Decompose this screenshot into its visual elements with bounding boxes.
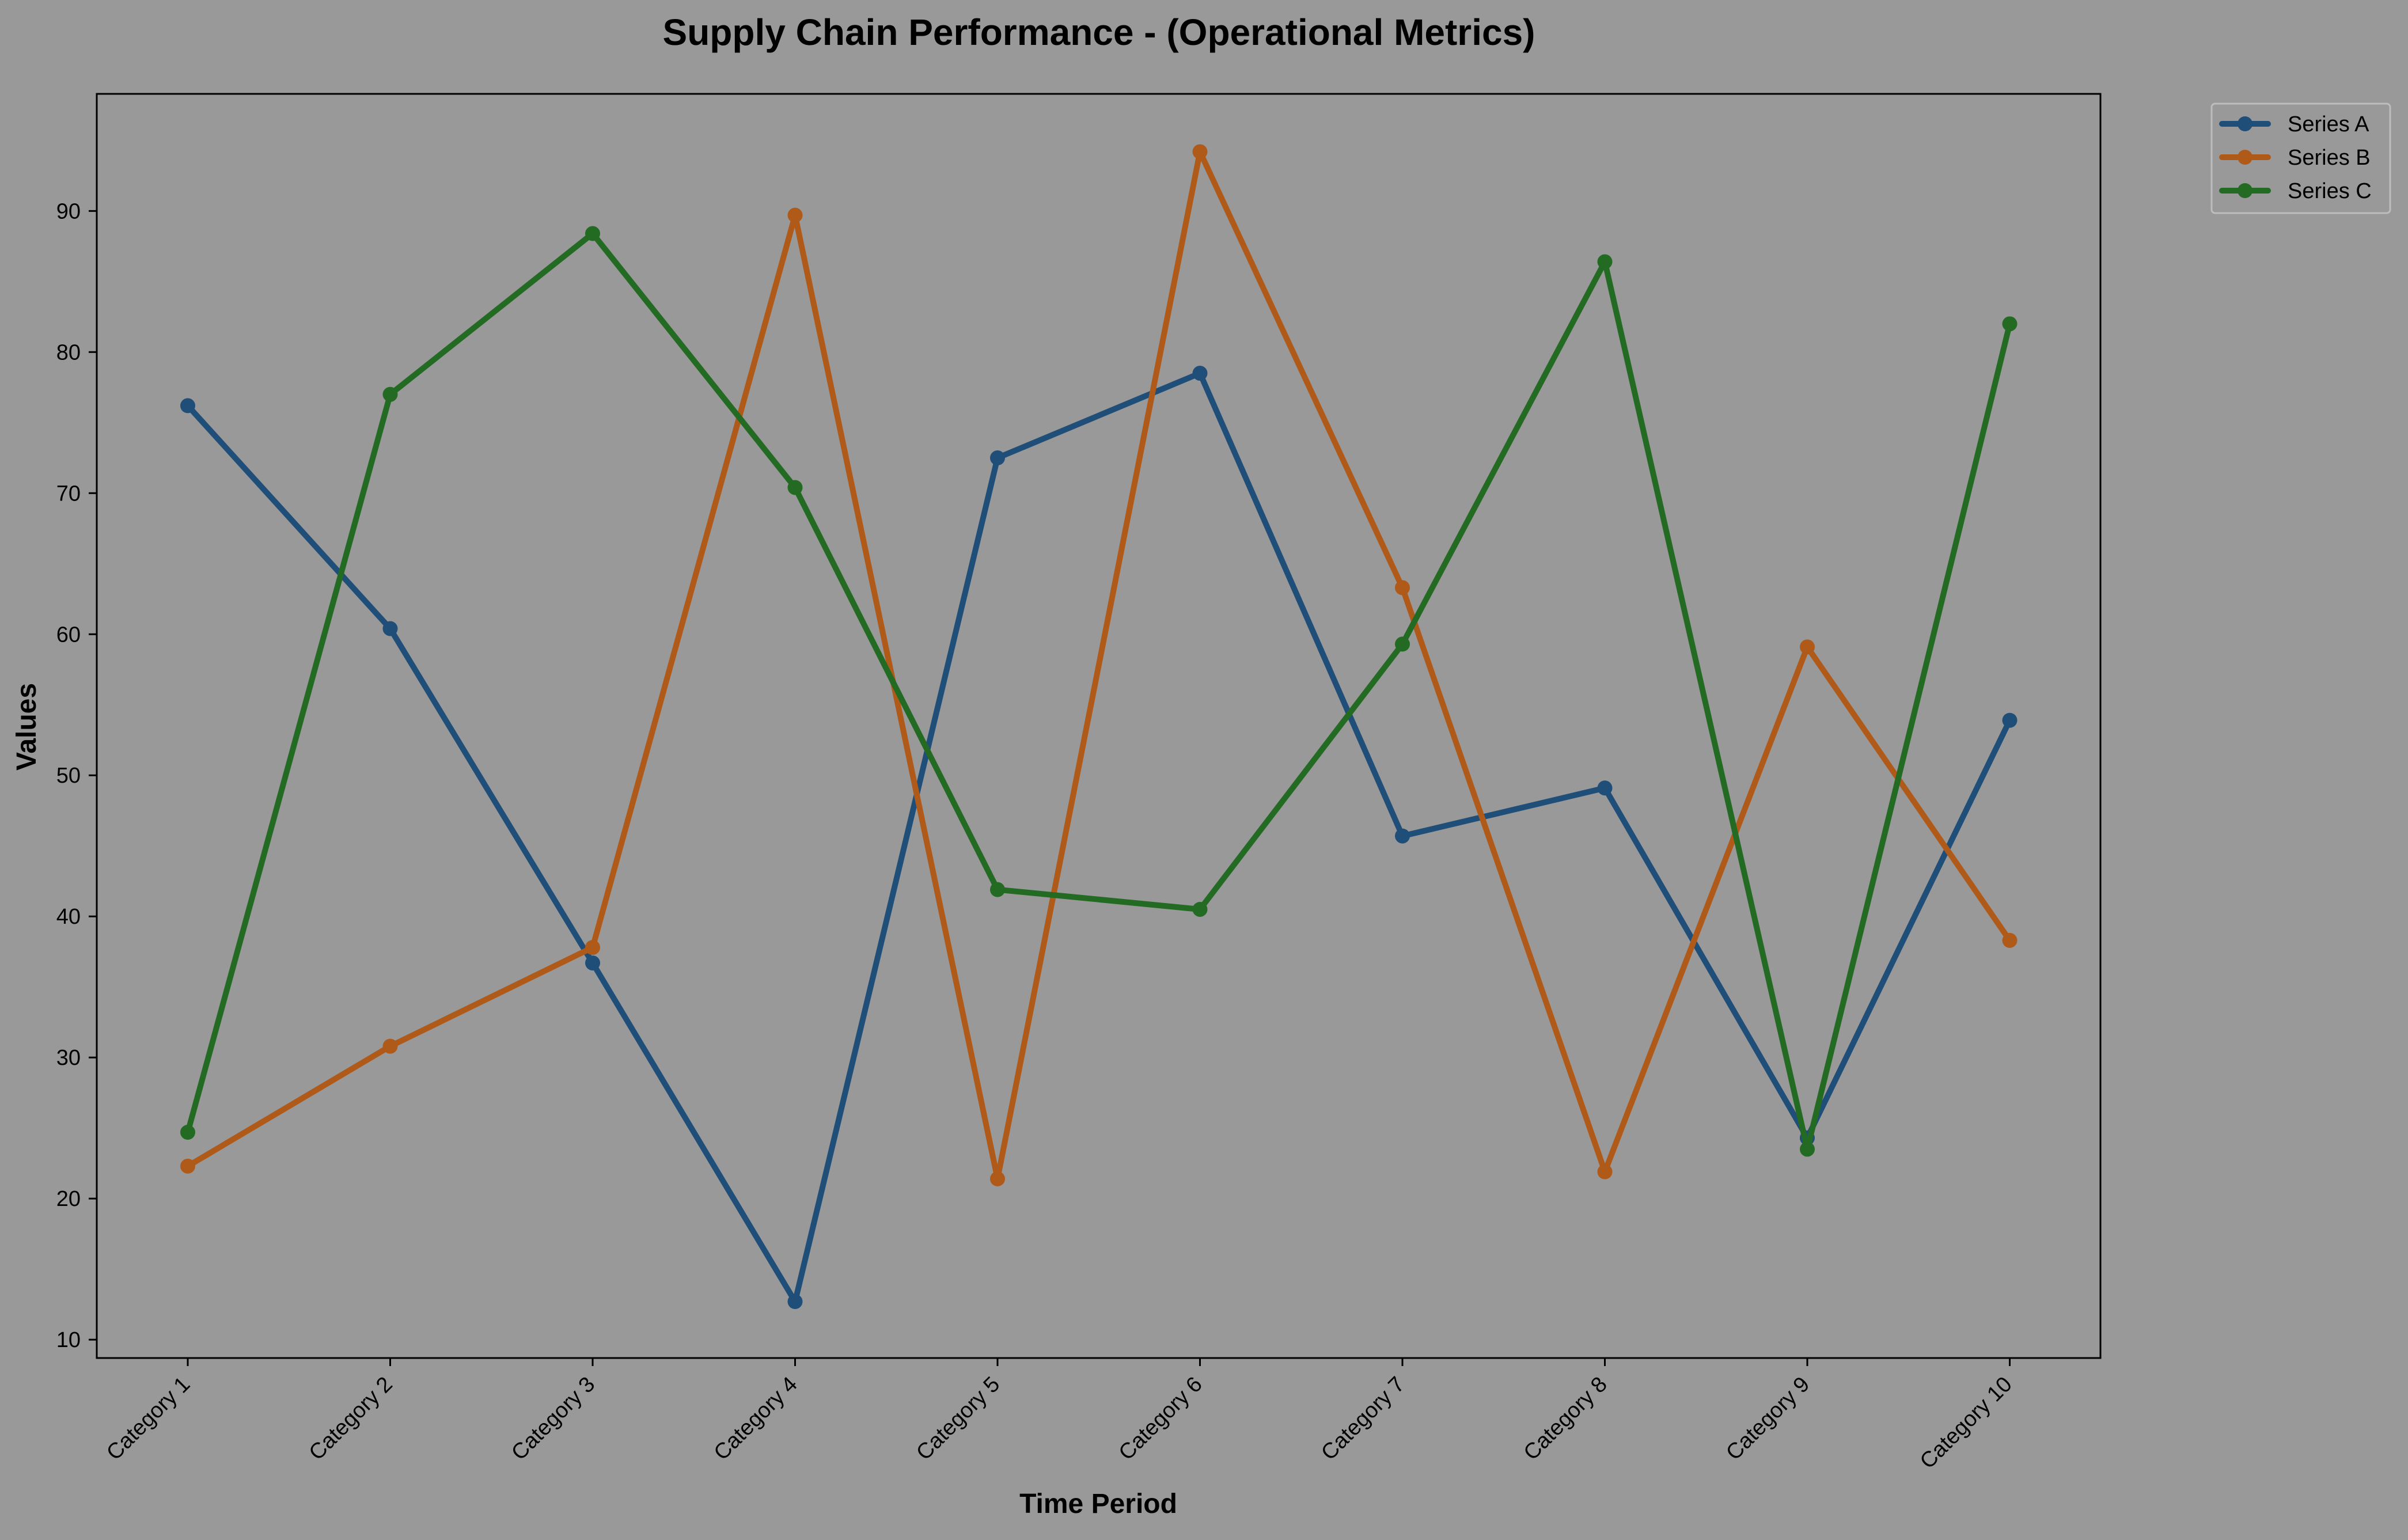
y-tick-label: 10 xyxy=(56,1328,81,1352)
series-series-c xyxy=(180,226,2018,1157)
y-tick-label: 20 xyxy=(56,1187,81,1211)
x-axis-label: Time Period xyxy=(1019,1489,1177,1519)
data-point xyxy=(990,882,1005,897)
data-point xyxy=(1395,828,1410,844)
legend-marker xyxy=(2238,183,2252,198)
data-point xyxy=(585,955,600,971)
y-tick-label: 70 xyxy=(56,481,81,506)
data-point xyxy=(382,621,398,636)
data-point xyxy=(180,1125,195,1140)
data-point xyxy=(1597,780,1613,796)
data-point xyxy=(585,226,600,241)
data-point xyxy=(1192,901,1208,917)
plot-area-frame xyxy=(96,93,2102,1359)
legend-box xyxy=(2210,103,2391,214)
data-point xyxy=(990,450,1005,466)
data-point xyxy=(1597,254,1613,270)
legend: Series A Series B Series C xyxy=(2210,103,2391,214)
data-point xyxy=(2002,316,2018,332)
data-point xyxy=(1597,1164,1613,1179)
data-point xyxy=(1395,580,1410,595)
data-point xyxy=(382,386,398,402)
data-point xyxy=(180,398,195,414)
legend-marker xyxy=(2238,150,2252,165)
data-point xyxy=(180,1158,195,1174)
legend-marker xyxy=(2238,116,2252,131)
data-point xyxy=(2002,932,2018,948)
data-point xyxy=(1395,636,1410,652)
data-point xyxy=(1192,366,1208,381)
y-tick-label: 50 xyxy=(56,764,81,788)
series-line xyxy=(185,370,2013,1305)
y-axis: 10 20 30 40 50 60 70 80 90 xyxy=(56,199,97,1352)
data-point xyxy=(585,940,600,955)
data-point xyxy=(990,1171,1005,1186)
chart-title: Supply Chain Performance - (Operational … xyxy=(663,12,1535,53)
data-point xyxy=(382,1038,398,1054)
data-point xyxy=(1800,1141,1815,1157)
legend-label: Series C xyxy=(2288,179,2372,203)
data-point xyxy=(1192,144,1208,160)
y-tick-label: 40 xyxy=(56,905,81,929)
legend-label: Series B xyxy=(2288,146,2371,170)
series-layer xyxy=(180,144,2018,1310)
y-tick-label: 90 xyxy=(56,199,81,223)
y-tick-label: 60 xyxy=(56,623,81,647)
legend-label: Series A xyxy=(2288,112,2369,136)
y-tick-label: 30 xyxy=(56,1046,81,1070)
series-series-b xyxy=(180,144,2018,1186)
data-point xyxy=(787,480,803,495)
y-tick-label: 80 xyxy=(56,340,81,365)
data-point xyxy=(787,207,803,223)
data-point xyxy=(1800,639,1815,655)
data-point xyxy=(2002,712,2018,728)
data-point xyxy=(787,1294,803,1310)
series-line xyxy=(185,230,2013,1152)
y-axis-label: Values xyxy=(12,683,42,771)
series-line xyxy=(185,149,2013,1182)
